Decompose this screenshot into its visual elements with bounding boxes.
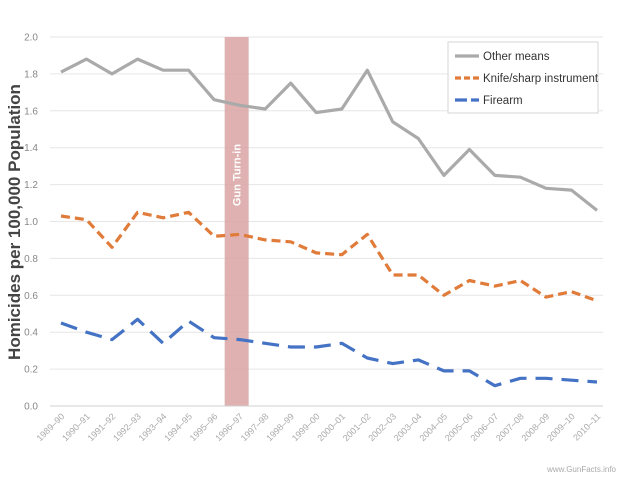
gun-turn-in-band: Gun Turn-in <box>224 37 249 406</box>
y-tick-label: 2.0 <box>24 33 38 44</box>
legend-label: Knife/sharp instrument <box>483 73 599 85</box>
gun-turn-in-rect <box>224 37 249 406</box>
series-line-other-means <box>60 57 598 212</box>
series-line-firearm <box>60 317 598 388</box>
series-lines <box>60 57 598 388</box>
y-tick-label: 1.8 <box>24 69 38 80</box>
legend-label: Firearm <box>483 95 523 107</box>
y-axis-ticks: 0.0 0.2 0.4 0.6 0.8 1.0 1.2 1.4 1.6 1.8 2.0 <box>24 33 38 413</box>
y-tick-label: 1.2 <box>24 180 38 191</box>
y-axis-label: Homicides per 100,000 Population <box>5 84 24 360</box>
y-tick-label: 0.6 <box>24 291 38 302</box>
y-tick-label: 0.4 <box>24 328 38 339</box>
legend: Other means Knife/sharp instrument Firearm <box>447 41 599 114</box>
y-tick-label: 0.0 <box>24 402 38 413</box>
gun-turn-in-label: Gun Turn-in <box>232 144 244 206</box>
watermark: www.GunFacts.info <box>546 465 616 474</box>
y-tick-label: 1.6 <box>24 106 38 117</box>
y-tick-label: 1.4 <box>24 143 38 154</box>
y-tick-label: 0.2 <box>24 365 38 376</box>
series-line-knife-sharp-instrument <box>60 210 598 303</box>
y-tick-label: 0.8 <box>24 254 38 265</box>
gridlines <box>50 36 603 370</box>
legend-label: Other means <box>483 51 550 63</box>
y-tick-label: 1.0 <box>24 217 38 228</box>
